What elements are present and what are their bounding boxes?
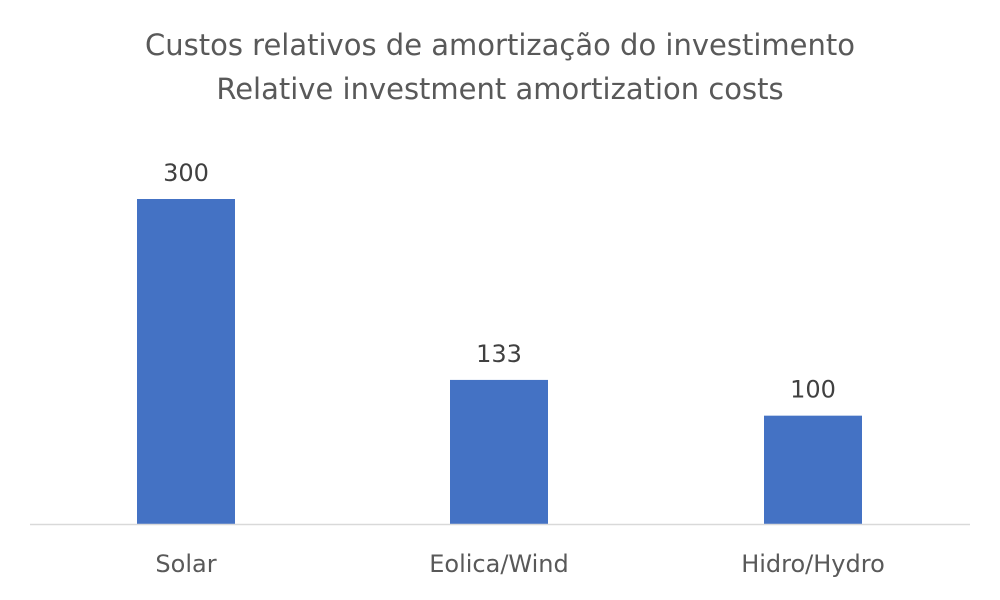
plot-area: 300 Solar 133 Eolica/Wind 100 Hidro/Hydro [30, 159, 970, 578]
bar-hidro-hydro [764, 415, 862, 524]
bar-solar [137, 199, 235, 524]
x-tick-label: Eolica/Wind [429, 550, 569, 578]
chart-title: Custos relativos de amortização do inves… [145, 28, 855, 62]
chart-subtitle: Relative investment amortization costs [216, 72, 783, 106]
x-tick-label: Solar [155, 550, 216, 578]
data-label: 133 [476, 340, 522, 368]
x-tick-label: Hidro/Hydro [741, 550, 885, 578]
data-label: 300 [163, 159, 209, 187]
bar-eolica-wind [450, 379, 548, 524]
data-label: 100 [790, 376, 836, 404]
